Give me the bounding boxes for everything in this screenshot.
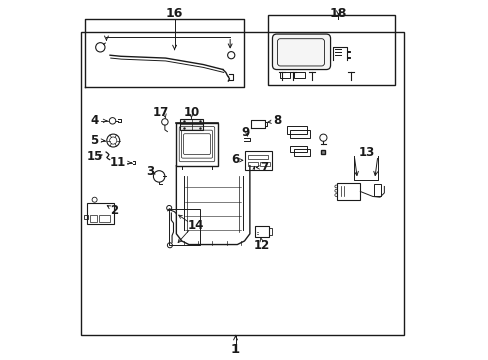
Bar (286, 126, 306, 134)
Text: 13: 13 (358, 145, 374, 158)
Bar (293, 149, 309, 156)
Bar (244, 150, 271, 170)
Bar (279, 72, 290, 78)
Bar (81, 32, 403, 335)
Bar (373, 184, 381, 196)
Text: 1: 1 (230, 343, 240, 356)
Text: 15: 15 (86, 150, 102, 163)
Text: 2: 2 (110, 204, 119, 217)
Bar (99, 215, 110, 222)
Text: 4: 4 (90, 114, 99, 127)
Bar (89, 215, 97, 222)
Bar (268, 228, 272, 234)
Bar (255, 226, 268, 237)
Bar (259, 162, 269, 166)
Bar (247, 162, 258, 166)
Bar (293, 72, 304, 78)
Bar (290, 130, 309, 138)
Text: 17: 17 (153, 106, 169, 119)
Text: 9: 9 (241, 126, 249, 139)
Text: 5: 5 (90, 134, 99, 147)
Bar (290, 145, 306, 152)
Text: 11: 11 (110, 156, 126, 169)
Bar (336, 183, 360, 200)
Text: 12: 12 (253, 239, 269, 252)
Bar (180, 119, 203, 130)
Text: 16: 16 (165, 8, 183, 21)
Bar (169, 210, 199, 245)
Bar (247, 155, 267, 159)
Text: 10: 10 (183, 106, 199, 119)
FancyBboxPatch shape (272, 34, 330, 69)
Text: 18: 18 (329, 8, 346, 21)
Bar (267, 15, 394, 85)
Text: 3: 3 (145, 165, 154, 177)
Text: 8: 8 (273, 114, 281, 127)
Text: 14: 14 (187, 219, 204, 233)
Text: 6: 6 (231, 153, 239, 166)
Bar (83, 215, 88, 220)
Bar (176, 123, 217, 166)
Text: 7: 7 (260, 161, 268, 174)
Bar (87, 203, 114, 225)
